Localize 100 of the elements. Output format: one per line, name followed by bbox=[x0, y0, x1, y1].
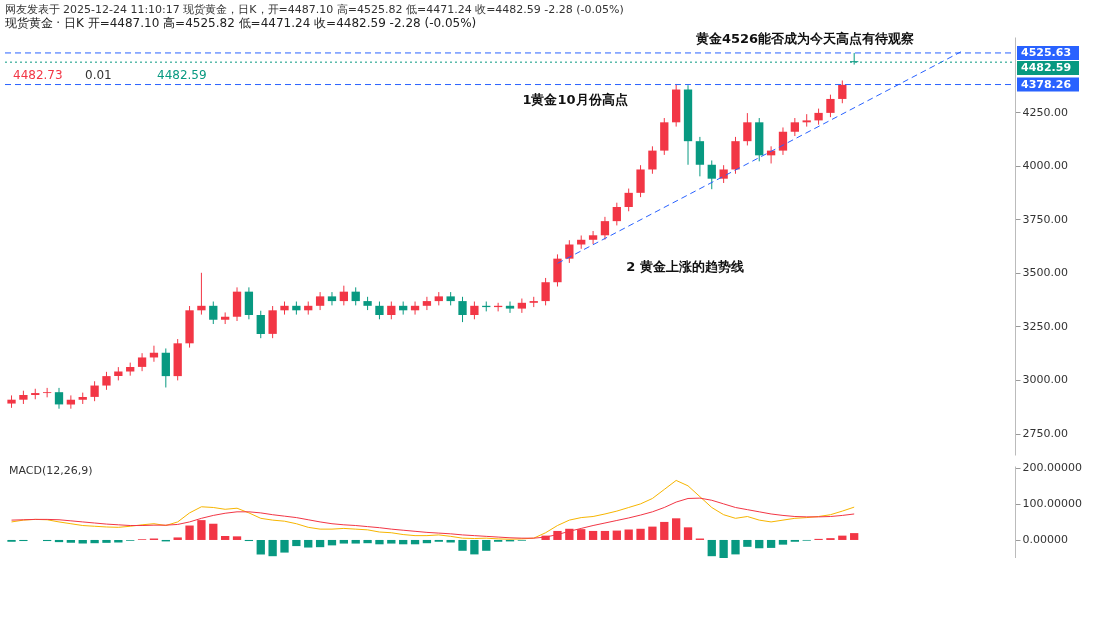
bar bbox=[458, 539, 467, 551]
bar bbox=[612, 530, 621, 540]
y-tick-label: 200.00000 bbox=[1022, 461, 1082, 475]
annotation: 4482.59 bbox=[157, 68, 207, 82]
bar bbox=[648, 526, 657, 540]
bar bbox=[209, 523, 218, 540]
bar bbox=[707, 539, 716, 557]
candlestick bbox=[161, 347, 170, 388]
candlestick bbox=[541, 277, 550, 306]
bar bbox=[221, 535, 230, 540]
candlestick bbox=[327, 291, 337, 306]
bar bbox=[268, 539, 277, 557]
bar bbox=[719, 539, 728, 558]
bar bbox=[102, 539, 111, 543]
candlestick bbox=[42, 387, 52, 398]
candlestick bbox=[648, 145, 657, 175]
candlestick bbox=[315, 291, 325, 311]
bar bbox=[731, 539, 740, 555]
bar bbox=[600, 530, 610, 540]
bar bbox=[778, 539, 788, 545]
candlestick bbox=[268, 305, 277, 339]
bar bbox=[256, 539, 265, 555]
annotation: 4482.73 bbox=[13, 68, 63, 82]
candlestick bbox=[244, 286, 254, 320]
y-tick-label: 3500.00 bbox=[1022, 266, 1068, 280]
bar bbox=[387, 539, 396, 544]
bar bbox=[78, 539, 87, 544]
candlestick bbox=[137, 352, 147, 372]
bar bbox=[173, 537, 182, 540]
bar bbox=[482, 539, 491, 551]
ref-line-label: 4378.26 bbox=[1021, 77, 1072, 91]
y-tick-label: 100.00000 bbox=[1022, 497, 1082, 511]
candlestick bbox=[422, 296, 432, 311]
bar bbox=[66, 539, 76, 543]
candlestick bbox=[209, 301, 218, 325]
bar bbox=[304, 539, 313, 548]
bar bbox=[636, 528, 645, 540]
bar bbox=[232, 536, 242, 540]
candlestick bbox=[707, 159, 716, 190]
candlestick bbox=[838, 80, 847, 104]
y-tick-label: 0.00000 bbox=[1022, 533, 1068, 547]
bar bbox=[185, 525, 194, 540]
candlestick bbox=[826, 94, 835, 118]
candlestick bbox=[54, 387, 64, 410]
y-tick-label: 3750.00 bbox=[1022, 212, 1068, 226]
bar bbox=[470, 539, 479, 555]
candlestick bbox=[351, 286, 360, 306]
candlestick bbox=[505, 301, 515, 314]
candlestick bbox=[636, 164, 645, 198]
candlestick bbox=[102, 371, 111, 391]
candlestick bbox=[695, 136, 705, 177]
candlestick bbox=[790, 117, 799, 137]
bar bbox=[339, 539, 348, 544]
candlestick bbox=[743, 112, 752, 146]
bar bbox=[660, 521, 669, 540]
bar bbox=[672, 518, 681, 540]
candlestick bbox=[778, 126, 788, 156]
bar bbox=[766, 539, 776, 548]
annotation: 黄金4526能否成为今天高点有待观察 bbox=[694, 31, 915, 46]
annotation: 1黄金10月份高点 bbox=[522, 92, 628, 107]
y-tick-label: 2750.00 bbox=[1022, 427, 1068, 441]
bar bbox=[351, 539, 360, 544]
bar bbox=[743, 539, 752, 547]
bar bbox=[588, 530, 598, 540]
candlestick bbox=[565, 239, 574, 264]
y-tick-label: 3250.00 bbox=[1022, 319, 1068, 333]
chart-title: MACD(12,26,9) bbox=[9, 463, 93, 477]
candlestick bbox=[256, 310, 265, 339]
chart-subtitle: 现货黄金 · 日K 开=4487.10 高=4525.82 低=4471.24 收=4482.59 -2.28 (-0.05%) bbox=[4, 16, 477, 30]
candlestick bbox=[517, 298, 527, 314]
candlestick bbox=[612, 202, 621, 226]
bar bbox=[683, 527, 693, 540]
annotation: 2 黄金上涨的趋势线 bbox=[626, 259, 744, 274]
candlestick bbox=[197, 272, 206, 316]
bar bbox=[755, 539, 764, 549]
bar bbox=[90, 539, 99, 544]
candlestick bbox=[458, 296, 467, 323]
ref-line-label: 4482.59 bbox=[1021, 60, 1072, 74]
bar bbox=[280, 539, 289, 553]
candlestick bbox=[802, 113, 811, 128]
bar bbox=[850, 533, 859, 540]
line-series bbox=[11, 497, 855, 539]
line-series bbox=[11, 479, 855, 540]
candlestick bbox=[624, 188, 633, 212]
y-tick-label: 4250.00 bbox=[1022, 105, 1068, 119]
annotation: 0.01 bbox=[85, 68, 112, 82]
bar bbox=[375, 539, 384, 545]
bar bbox=[363, 539, 372, 544]
bar bbox=[624, 529, 633, 540]
candlestick bbox=[588, 230, 598, 245]
y-tick-label: 3000.00 bbox=[1022, 373, 1068, 387]
bar bbox=[292, 539, 301, 547]
ref-line-label: 4525.63 bbox=[1021, 45, 1072, 59]
bar bbox=[315, 539, 325, 548]
chart-title: 网友发表于 2025-12-24 11:10:17 现货黄金，日K，开=4487.10 高=4525.82 低=4471.24 收=4482.59 -2.28 (-0.05%) bbox=[4, 3, 624, 16]
candlestick bbox=[600, 216, 610, 241]
candlestick bbox=[553, 253, 562, 288]
candlestick bbox=[90, 380, 99, 402]
y-tick-label: 4000.00 bbox=[1022, 159, 1068, 173]
candlestick bbox=[339, 285, 348, 306]
